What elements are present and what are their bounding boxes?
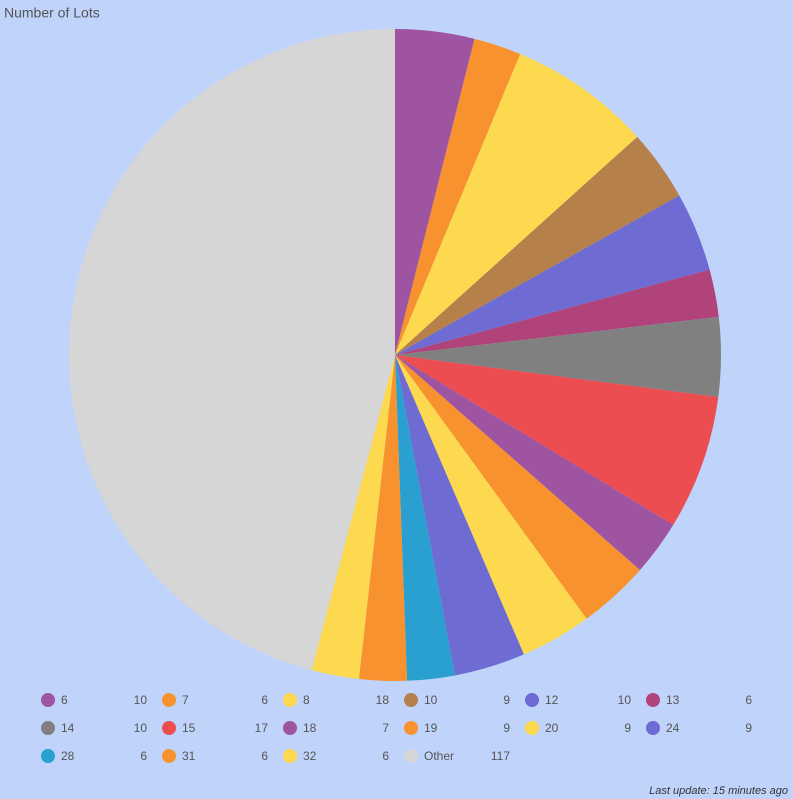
legend-value: 6 xyxy=(261,693,268,707)
legend-swatch xyxy=(41,749,55,763)
legend-swatch xyxy=(41,693,55,707)
legend-label: 28 xyxy=(61,749,75,763)
legend-swatch xyxy=(646,721,660,735)
legend-label: 19 xyxy=(424,721,438,735)
legend-swatch xyxy=(404,693,418,707)
legend-value: 10 xyxy=(134,693,148,707)
footer: Last update: 15 minutes ago xyxy=(649,785,788,797)
legend-value: 9 xyxy=(624,721,631,735)
legend-label: 15 xyxy=(182,721,196,735)
chart-title: Number of Lots xyxy=(4,5,100,21)
legend-label: 12 xyxy=(545,693,559,707)
legend-value: 10 xyxy=(134,721,148,735)
legend-label: 14 xyxy=(61,721,75,735)
legend-swatch xyxy=(283,749,297,763)
legend-value: 6 xyxy=(140,749,147,763)
pie-slice xyxy=(395,54,638,355)
legend-value: 9 xyxy=(745,721,752,735)
pie-slice xyxy=(395,269,719,355)
legend-value: 10 xyxy=(618,693,632,707)
legend-swatch xyxy=(525,693,539,707)
pie-slice xyxy=(395,38,521,356)
legend-swatch xyxy=(162,693,176,707)
pie-slice xyxy=(395,29,475,355)
pie-slice xyxy=(395,136,680,355)
legend-label: 8 xyxy=(303,693,310,707)
legend-label: Other xyxy=(424,749,454,763)
legend-label: 20 xyxy=(545,721,559,735)
legend-label: 24 xyxy=(666,721,680,735)
pie-slice xyxy=(68,29,395,671)
legend-value: 18 xyxy=(376,693,390,707)
legend-value: 9 xyxy=(503,693,510,707)
legend-swatch xyxy=(646,693,660,707)
legend-label: 18 xyxy=(303,721,317,735)
legend-swatch xyxy=(162,721,176,735)
legend-value: 17 xyxy=(255,721,269,735)
legend-swatch xyxy=(404,721,418,735)
legend-swatch xyxy=(283,721,297,735)
legend-swatch xyxy=(404,749,418,763)
legend-value: 117 xyxy=(491,749,510,763)
pie-slice xyxy=(395,355,640,619)
legend-swatch xyxy=(41,721,55,735)
pie-slice xyxy=(395,355,719,525)
pie-slice xyxy=(358,355,408,681)
legend-label: 10 xyxy=(424,693,438,707)
legend-label: 32 xyxy=(303,749,317,763)
legend-value: 7 xyxy=(382,721,389,735)
legend-swatch xyxy=(162,749,176,763)
pie-slice xyxy=(311,355,395,679)
pie-slice xyxy=(395,355,587,655)
pie-slice xyxy=(395,195,710,355)
legend-label: 7 xyxy=(182,693,189,707)
pie-slice xyxy=(395,355,455,681)
legend-label: 31 xyxy=(182,749,196,763)
pie-slice xyxy=(395,355,524,676)
legend-value: 6 xyxy=(382,749,389,763)
legend-label: 6 xyxy=(61,693,68,707)
legend-swatch xyxy=(525,721,539,735)
legend-value: 6 xyxy=(745,693,752,707)
legend-swatch xyxy=(283,693,297,707)
pie xyxy=(68,29,721,681)
legend-label: 13 xyxy=(666,693,680,707)
pie-slice xyxy=(395,316,721,398)
pie-slice xyxy=(395,355,674,571)
legend-value: 9 xyxy=(503,721,510,735)
legend-value: 6 xyxy=(261,749,268,763)
legend: 6 10 7 6 8 18 10 9 12 10 13 6 14 10 15 17 18 7 19 9 20 9 24 9 28… xyxy=(41,693,752,763)
